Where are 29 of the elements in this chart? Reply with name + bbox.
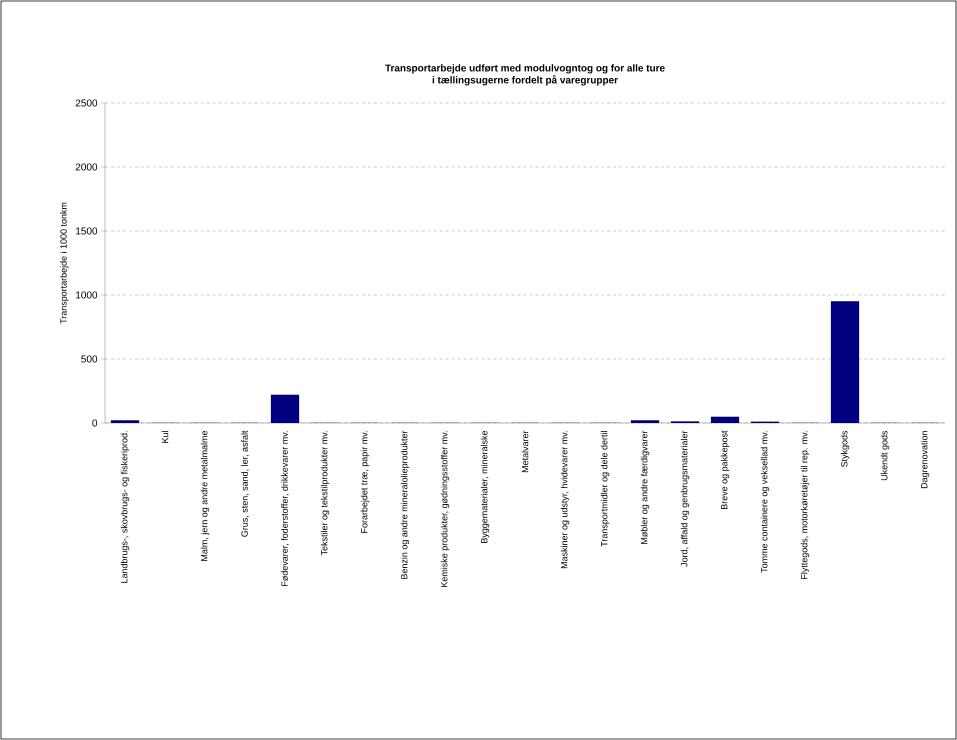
x-tick-label: Malm, jern og andre metalmalme bbox=[200, 430, 210, 561]
x-tick-label: Grus, sten, sand, ler, asfalt bbox=[241, 430, 249, 537]
x-tick-label: Forarbejdet træ, papir mv. bbox=[360, 431, 370, 533]
x-tick-label: Byggematerialer, mineralske bbox=[480, 430, 490, 543]
y-tick-label: 2500 bbox=[76, 99, 98, 107]
y-tick-label: 1500 bbox=[76, 227, 98, 235]
x-tick-label: Jord, affald og genbrugsmaterialer bbox=[680, 430, 690, 567]
y-tick-label: 500 bbox=[81, 355, 98, 363]
x-tick-label: Flyttegods, motorkøretøjer til rep. mv. bbox=[800, 431, 810, 579]
y-axis-title: Transportarbejde i 1000 tonkm bbox=[60, 202, 68, 324]
x-tick-label: Møbler og andre færdigvarer bbox=[640, 430, 650, 544]
x-tick-label: Tomme containere og veksellad mv. bbox=[760, 431, 770, 573]
x-tick-label: Maskiner og udstyr, hvidevarer mv. bbox=[560, 431, 570, 568]
x-tick-label: Benzin og andre mineralolieprodukter bbox=[400, 430, 410, 579]
x-tick-label: Kemiske produkter, gødningsstoffer mv. bbox=[440, 431, 450, 587]
y-tick-label: 2000 bbox=[76, 163, 98, 171]
x-tick-label: Ukendt gods bbox=[880, 430, 890, 480]
y-tick-label: 1000 bbox=[76, 291, 98, 299]
y-tick-label: 0 bbox=[92, 419, 98, 427]
x-tick-label: Fødevarer, foderstoffer, drikkevarer mv. bbox=[281, 431, 289, 586]
x-tick-label: Stykgods bbox=[840, 430, 850, 467]
x-tick-label: Metalvarer bbox=[522, 430, 528, 472]
x-tick-label: Tekstiler og tekstilprodukter mv. bbox=[320, 431, 330, 556]
x-tick-label: Breve og pakkepost bbox=[720, 430, 730, 510]
chart-title: Transportarbejde udført med modulvogntog og for alle ture i tællingsugerne fordelt på varegrupper bbox=[385, 64, 665, 86]
x-tick-label: Kul bbox=[162, 431, 168, 443]
x-tick-label: Transportmidler og dele dertil bbox=[600, 431, 610, 547]
x-tick-label: Dagrenovation bbox=[920, 431, 930, 488]
x-tick-label: Landbrugs-, skovbrugs- og fiskeriprod. bbox=[120, 431, 130, 583]
